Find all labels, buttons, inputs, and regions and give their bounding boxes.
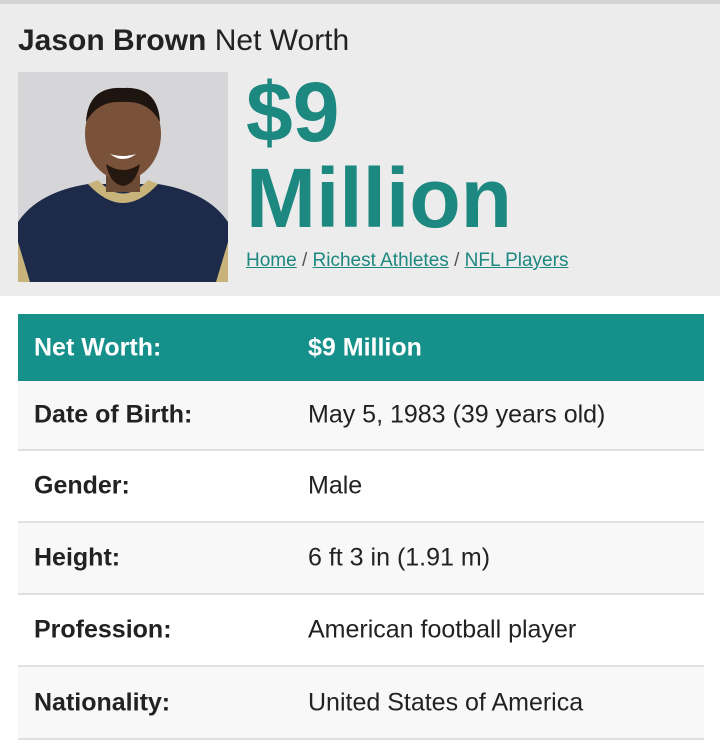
table-row: Gender: Male bbox=[18, 451, 704, 523]
row-label: Net Worth: bbox=[34, 333, 162, 361]
header-panel: Jason Brown Net Worth $9 Million Home / … bbox=[0, 0, 720, 296]
row-label: Profession: bbox=[34, 615, 172, 644]
row-label: Gender: bbox=[34, 471, 130, 500]
row-value: United States of America bbox=[308, 688, 584, 716]
table-row: Net Worth: $9 Million bbox=[18, 314, 704, 381]
row-value: Male bbox=[308, 471, 363, 500]
row-value: May 5, 1983 (39 years old) bbox=[308, 400, 606, 429]
breadcrumb-separator: / bbox=[301, 250, 308, 271]
table-row: Nationality: United States of America bbox=[18, 667, 704, 740]
person-name: Jason Brown bbox=[18, 24, 207, 57]
breadcrumb-link[interactable]: NFL Players bbox=[464, 250, 569, 271]
table-row: Profession: American football player bbox=[18, 595, 704, 667]
breadcrumbs: Home / Richest Athletes / NFL Players bbox=[246, 250, 568, 272]
row-label: Date of Birth: bbox=[34, 400, 193, 429]
breadcrumb-link[interactable]: Richest Athletes bbox=[312, 250, 449, 271]
table-row: Height: 6 ft 3 in (1.91 m) bbox=[18, 523, 704, 595]
net-worth-unit: Million bbox=[246, 151, 512, 245]
page-title: Jason Brown Net Worth bbox=[18, 24, 349, 58]
title-suffix: Net Worth bbox=[214, 24, 350, 57]
row-value: $9 Million bbox=[308, 333, 422, 361]
player-photo bbox=[18, 72, 228, 282]
row-value: American football player bbox=[308, 615, 577, 644]
row-label: Height: bbox=[34, 543, 121, 572]
row-value: 6 ft 3 in (1.91 m) bbox=[308, 543, 491, 572]
row-label: Nationality: bbox=[34, 688, 171, 716]
breadcrumb-separator: / bbox=[454, 250, 460, 271]
net-worth-amount: $9 bbox=[246, 65, 340, 159]
table-row: Date of Birth: May 5, 1983 (39 years old) bbox=[18, 381, 704, 451]
breadcrumb-link[interactable]: Home bbox=[246, 250, 297, 271]
